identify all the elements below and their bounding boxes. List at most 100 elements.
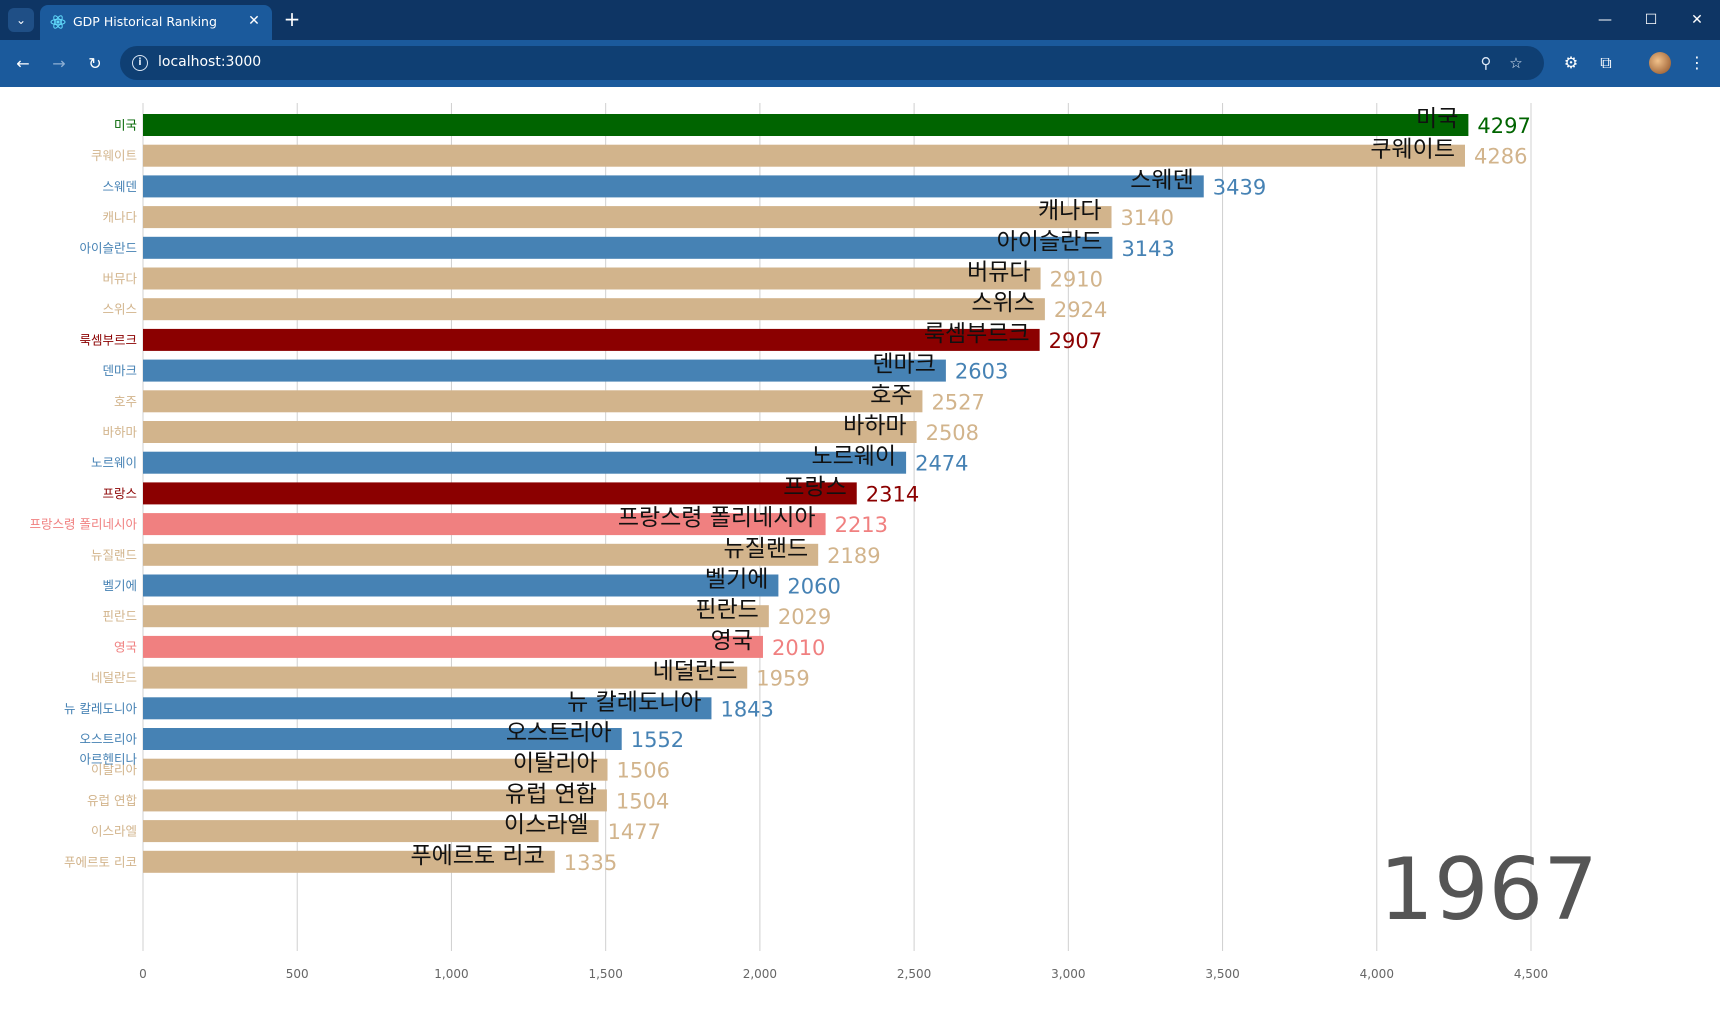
bar <box>143 144 1465 167</box>
plus-icon[interactable]: + <box>283 7 301 31</box>
x-tick-label: 4,000 <box>1360 967 1394 981</box>
bar-inner-label: 미국 <box>1416 106 1458 132</box>
bar <box>143 451 907 474</box>
bar-inner-label: 네덜란드 <box>653 659 738 685</box>
close-icon[interactable]: ✕ <box>248 13 260 29</box>
bar-value-label: 1506 <box>617 759 670 783</box>
bar <box>143 697 712 720</box>
bar-inner-label: 프랑스 <box>783 474 846 500</box>
url-text[interactable]: localhost:3000 <box>158 54 262 70</box>
bar <box>143 635 763 658</box>
maximize-icon[interactable]: ☐ <box>1644 12 1658 28</box>
bar-inner-label: 바하마 <box>843 413 906 439</box>
bar <box>143 850 555 873</box>
bar-value-label: 2474 <box>915 452 968 476</box>
bar <box>143 605 769 628</box>
y-axis-label: 영국 <box>114 639 137 654</box>
bar-value-label: 1477 <box>608 820 661 844</box>
kebab-menu-icon[interactable]: ⋮ <box>1689 53 1705 72</box>
bar-inner-label: 핀란드 <box>695 597 758 623</box>
bar-inner-label: 쿠웨이트 <box>1370 137 1455 163</box>
bar-value-label: 3439 <box>1213 175 1266 199</box>
bar <box>143 758 608 781</box>
x-tick-label: 2,000 <box>743 967 777 981</box>
bar <box>143 666 748 689</box>
x-tick-label: 1,500 <box>588 967 622 981</box>
bar-inner-label: 아이슬란드 <box>997 229 1103 255</box>
bar <box>143 789 607 812</box>
forward-arrow-icon[interactable]: → <box>52 54 66 73</box>
bar-value-label: 2910 <box>1050 268 1103 292</box>
bar-inner-label: 스웨덴 <box>1130 167 1193 193</box>
y-axis-label: 스웨덴 <box>102 179 137 194</box>
browser-toolbar: ← → ↻ i localhost:3000 ⚲ ☆ ⚙ ⧉ ⋮ <box>0 40 1720 87</box>
bar <box>143 543 819 566</box>
bar-inner-label: 노르웨이 <box>811 444 896 470</box>
bar-inner-label: 오스트리아 <box>506 720 612 746</box>
bar-inner-label: 이탈리아 <box>513 751 598 777</box>
zoom-icon[interactable]: ⚲ <box>1480 54 1492 72</box>
y-axis-label: 덴마크 <box>102 363 137 378</box>
page-viewport: 미국 쿠웨이트 스웨덴 캐나다 아이슬란드 버뮤다 스위스 룩셈부르크 덴마크 호주 바하마 노르웨이… <box>0 87 1720 1010</box>
bar-inner-label: 뉴 칼레도니아 <box>567 689 701 715</box>
bar-value-label: 2603 <box>955 360 1008 384</box>
bar-value-label: 2189 <box>827 544 880 568</box>
bar-inner-label: 유럽 연합 <box>505 781 597 807</box>
y-axis-label: 이탈리아 <box>91 762 138 777</box>
bar <box>143 328 1040 351</box>
bar <box>143 421 917 443</box>
back-arrow-icon[interactable]: ← <box>16 54 30 73</box>
reload-icon[interactable]: ↻ <box>88 54 102 73</box>
bar-value-label: 1335 <box>564 851 617 875</box>
x-tick-label: 3,000 <box>1051 967 1085 981</box>
y-axis-label: 버뮤다 <box>102 271 137 286</box>
bar <box>143 236 1113 259</box>
bar <box>143 574 779 597</box>
bar-inner-label: 프랑스령 폴리네시아 <box>618 505 816 531</box>
bar-chart-race: 미국쿠웨이트스웨덴캐나다아이슬란드버뮤다스위스룩셈부르크덴마크호주바하마노르웨이… <box>30 103 1598 981</box>
extension-gear-icon[interactable]: ⚙ <box>1563 53 1579 72</box>
tab-strip: ⌄ GDP Historical Ranking ✕ + — ☐ ✕ <box>0 0 1720 40</box>
bar <box>143 267 1041 290</box>
x-tick-label: 2,500 <box>897 967 931 981</box>
y-axis-label: 쿠웨이트 <box>91 148 137 163</box>
avatar[interactable] <box>1649 52 1671 74</box>
bar-inner-label: 버뮤다 <box>967 260 1030 286</box>
y-axis-label: 오스트리아 <box>79 732 137 747</box>
bar-value-label: 2314 <box>866 482 919 506</box>
bar-value-label: 2213 <box>835 513 888 537</box>
address-bar[interactable]: i localhost:3000 ⚲ ☆ <box>120 46 1544 80</box>
minimize-icon[interactable]: — <box>1598 12 1612 28</box>
bar-inner-label: 룩셈부르크 <box>924 321 1030 347</box>
bar-inner-label: 호주 <box>870 382 912 408</box>
puzzle-icon[interactable]: ⧉ <box>1600 53 1612 72</box>
bar <box>143 513 826 536</box>
tab-active[interactable]: GDP Historical Ranking ✕ <box>40 5 272 40</box>
bar-value-label: 2060 <box>787 575 840 599</box>
bar-inner-label: 스위스 <box>971 290 1034 316</box>
y-axis-label: 노르웨이 <box>91 455 137 470</box>
x-tick-label: 4,500 <box>1514 967 1548 981</box>
y-axis-label-extra: 아르헨티나 <box>79 751 137 766</box>
bar-value-labels: 4297 4286 3439 3140 3143 2910 2924 2907 2603 2527… <box>564 114 1531 875</box>
chevron-down-icon[interactable]: ⌄ <box>8 8 34 32</box>
bar-inner-label: 덴마크 <box>872 352 935 378</box>
bar <box>143 390 923 413</box>
bar-value-label: 1959 <box>756 667 809 691</box>
bar-value-label: 3143 <box>1121 237 1174 261</box>
star-icon[interactable]: ☆ <box>1509 54 1523 72</box>
bar-value-label: 1504 <box>616 789 669 813</box>
bar-inner-label: 뉴질랜드 <box>724 536 809 562</box>
y-axis-label: 벨기에 <box>102 578 137 593</box>
bar <box>143 175 1204 198</box>
react-atom-icon <box>50 15 66 29</box>
x-tick-label: 1,000 <box>434 967 468 981</box>
info-icon[interactable]: i <box>132 55 148 71</box>
x-axis-ticks: 0 500 1,000 1,500 2,000 2,500 3,000 3,500 4,000 4… <box>139 967 1548 981</box>
window-close-icon[interactable]: ✕ <box>1691 12 1703 28</box>
y-axis-label: 스위스 <box>102 302 137 317</box>
bar-inner-label: 영국 <box>711 628 753 654</box>
bar <box>143 114 1469 136</box>
bar <box>143 298 1045 321</box>
bar <box>143 728 622 750</box>
